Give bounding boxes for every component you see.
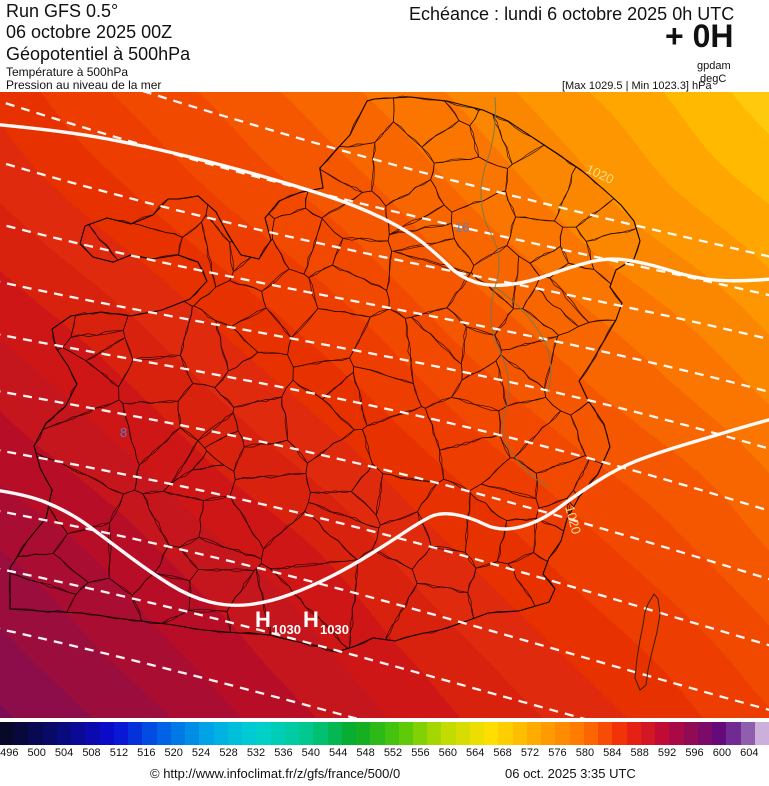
svg-text:16: 16 (455, 220, 469, 235)
svg-text:1030: 1030 (272, 622, 301, 637)
svg-text:8: 8 (120, 425, 127, 440)
svg-text:H: H (255, 607, 271, 632)
svg-text:H: H (303, 607, 319, 632)
svg-text:1030: 1030 (320, 622, 349, 637)
